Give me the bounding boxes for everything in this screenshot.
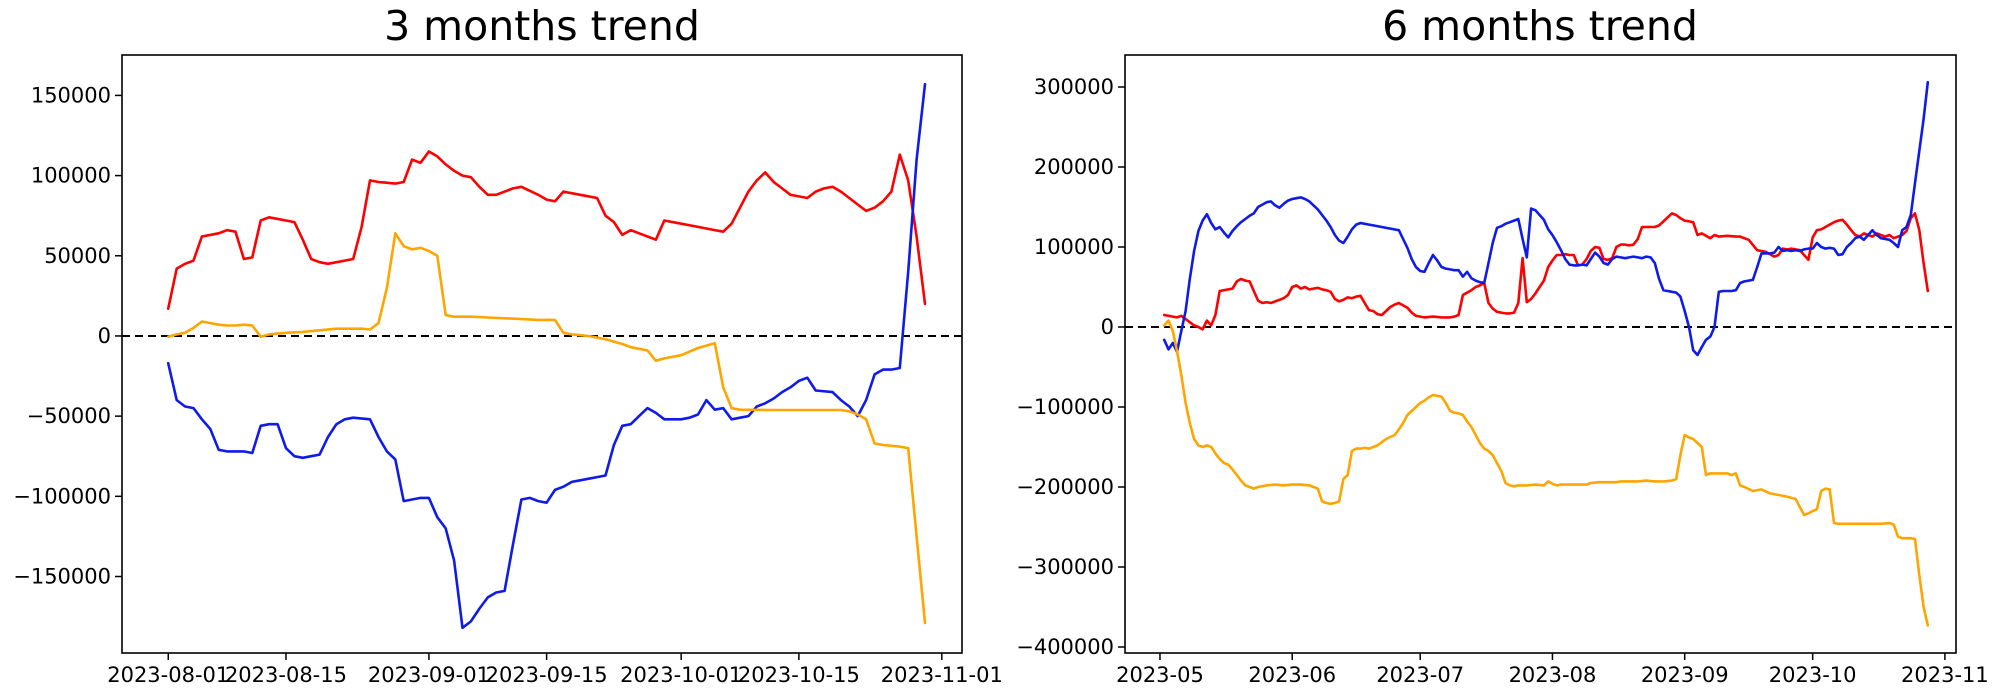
y-tick-label: 100000 [31, 164, 111, 188]
x-tick-label: 2023-10 [1769, 663, 1857, 687]
x-tick-label: 2023-08-01 [107, 663, 229, 687]
y-tick-label: 300000 [1034, 75, 1114, 99]
x-tick-label: 2023-07 [1376, 663, 1464, 687]
x-tick-label: 2023-10-01 [620, 663, 742, 687]
x-tick-label: 2023-11-01 [881, 663, 1003, 687]
plot-border [1124, 54, 1957, 654]
y-tick-label: 100000 [1034, 235, 1114, 259]
y-tick-label: −400000 [1016, 635, 1114, 659]
x-tick-label: 2023-08-15 [225, 663, 347, 687]
series-group-0 [166, 82, 927, 630]
axes-1: 300000 200000 100000 0 −100000 −200000 −300000… [1016, 75, 1989, 687]
y-tick-label: −100000 [13, 484, 111, 508]
y-tick-label: 150000 [31, 83, 111, 107]
x-tick-label: 2023-11 [1901, 663, 1989, 687]
x-tick-label: 2023-06 [1248, 663, 1336, 687]
x-tick-label: 2023-09-01 [368, 663, 490, 687]
y-tick-label: 50000 [44, 244, 111, 268]
y-tick-label: 200000 [1034, 155, 1114, 179]
chart-title-6-months: 6 months trend [1382, 2, 1698, 50]
series-orange-line [166, 232, 927, 625]
y-tick-label: −150000 [13, 565, 111, 589]
x-tick-label: 2023-10-15 [738, 663, 860, 687]
y-tick-label: 0 [1101, 315, 1114, 339]
x-tick-label: 2023-09 [1641, 663, 1729, 687]
chart-0: 150000 100000 50000 0 −50000 −100000 −150000 20… [13, 54, 1003, 687]
y-tick-label: 0 [98, 324, 111, 348]
y-tick-label: −200000 [1016, 475, 1114, 499]
axes-0: 150000 100000 50000 0 −50000 −100000 −150000 20… [13, 83, 1003, 687]
y-tick-label: −300000 [1016, 555, 1114, 579]
series-group-1 [1162, 80, 1930, 627]
chart-1: 300000 200000 100000 0 −100000 −200000 −300000… [1016, 54, 1989, 687]
y-tick-label: −100000 [1016, 395, 1114, 419]
series-red-line [1162, 212, 1930, 331]
series-orange-line [1162, 319, 1930, 627]
x-tick-label: 2023-05 [1116, 663, 1204, 687]
series-blue-line [1162, 80, 1930, 357]
x-tick-label: 2023-08 [1509, 663, 1597, 687]
y-tick-label: −50000 [27, 404, 111, 428]
x-tick-label: 2023-09-15 [486, 663, 608, 687]
series-blue-line [166, 82, 927, 630]
chart-title-3-months: 3 months trend [384, 2, 700, 50]
plot-border [121, 54, 963, 654]
series-red-line [166, 150, 927, 311]
